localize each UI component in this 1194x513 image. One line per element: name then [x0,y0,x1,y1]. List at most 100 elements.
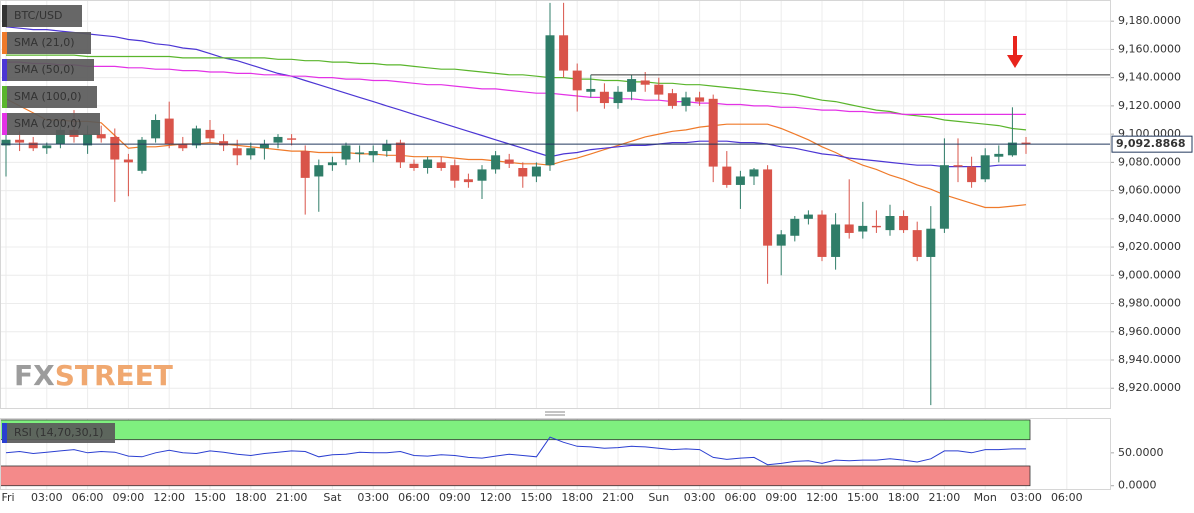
candle-body [232,148,242,156]
last-price-box [1111,135,1193,153]
legend-box [2,113,100,135]
y-tick-label: 9,000.0000 [1118,268,1181,281]
x-tick-label: 03:00 [684,491,716,504]
candle-body [640,80,650,85]
candle-body [164,118,174,144]
x-tick-label: 06:00 [1051,491,1083,504]
x-tick-label: 12:00 [806,491,838,504]
x-tick-label: 21:00 [602,491,634,504]
legend-label: SMA (21,0) [14,36,75,49]
legend-box [2,86,97,108]
candle-body [871,225,881,228]
sma-line [6,61,1026,115]
legend-item: SMA (200,0) [2,113,100,135]
candle-body [654,84,664,95]
candle-body [572,70,582,91]
candle-body [790,218,800,236]
x-tick-label: Sun [648,491,669,504]
candle-body [722,166,732,185]
x-tick-label: 15:00 [847,491,879,504]
sma-line [6,54,1027,131]
candle-body [613,91,623,104]
y-tick-label: 9,180.0000 [1118,14,1181,27]
annotation-arrow [1007,36,1023,68]
candle-body [844,224,854,233]
x-tick-label: 06:00 [398,491,430,504]
candle-body [994,153,1004,157]
candle-body [735,176,745,185]
sma-line [5,98,1027,209]
candle-body [504,159,514,164]
legend-label: SMA (50,0) [14,63,75,76]
candle-body [1,139,11,146]
candle-body [205,129,215,139]
candle-body [395,142,405,163]
legend-label: SMA (200,0) [14,117,82,130]
rsi-line [5,436,1026,466]
candle-body [858,225,868,232]
candle-body [246,148,256,156]
candle-body [967,166,977,183]
candle-body [491,155,501,170]
y-tick-label: 9,120.0000 [1118,99,1181,112]
legend-box [2,5,82,27]
candle-body [28,142,38,149]
x-tick-label: 21:00 [929,491,961,504]
candle-body [341,145,351,160]
candle-body [96,134,106,139]
candle-body [599,91,609,104]
arrow-head [1007,55,1023,68]
legend-item: BTC/USD [2,5,82,27]
candle-body [803,214,813,219]
candle-body [287,138,297,140]
x-tick-label: 03:00 [357,491,389,504]
y-tick-label: 8,980.0000 [1118,297,1181,310]
legend-box [2,59,94,81]
candle-body [355,152,365,154]
y-tick-label: 50.0000 [1118,446,1164,459]
candle-body [450,165,460,181]
candle-body [817,214,827,257]
y-tick-label: 9,080.0000 [1118,155,1181,168]
legend-swatch [2,423,7,443]
candle-body [123,159,133,163]
legend-swatch [2,59,7,81]
candle-body [953,165,963,167]
legend-swatch [2,113,7,135]
legend-item: SMA (100,0) [2,86,97,108]
x-tick-label: 06:00 [72,491,104,504]
candle-body [586,88,596,92]
last-price-label: 9,092.8868 [1116,137,1186,150]
sma-line [5,26,1026,168]
candle-body [178,144,188,149]
legend-label: BTC/USD [14,9,63,22]
rsi-band [0,465,1031,487]
x-tick-label: 15:00 [521,491,553,504]
legend-item: SMA (50,0) [2,59,94,81]
legend-label: SMA (100,0) [14,90,82,103]
x-tick-label: 12:00 [480,491,512,504]
legend-swatch [2,86,7,108]
candle-body [695,97,705,102]
candle-body [314,165,324,177]
candle-body [926,228,936,257]
candle-body [368,151,378,156]
watermark-fx: FX [14,359,55,392]
candle-body [477,169,487,181]
x-tick-label: 03:00 [1010,491,1042,504]
y-tick-label: 9,040.0000 [1118,212,1181,225]
x-tick-label: 09:00 [113,491,145,504]
candle-body [300,151,310,178]
candle-body [382,144,392,152]
x-tick-label: Fri [1,491,14,504]
y-tick-label: 0.0000 [1118,479,1157,492]
y-tick-label: 8,940.0000 [1118,353,1181,366]
candle-body [1021,142,1031,144]
candle-body [912,230,922,257]
y-tick-label: 9,020.0000 [1118,240,1181,253]
candle-body [259,144,269,149]
legend-item: SMA (21,0) [2,32,91,54]
candle-body [219,141,229,146]
